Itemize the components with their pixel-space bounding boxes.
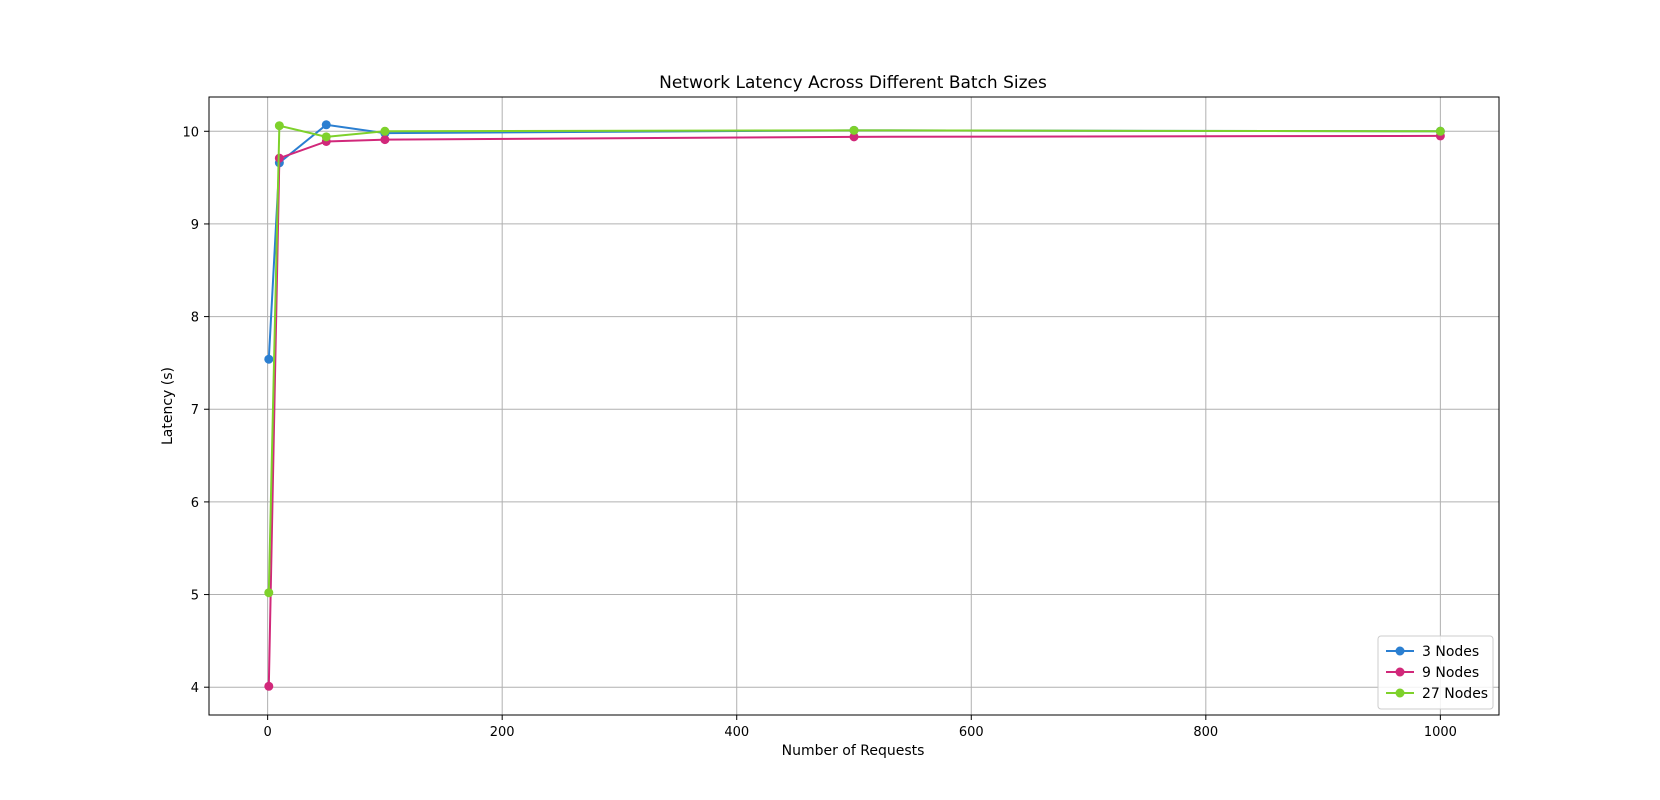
legend: 3 Nodes 9 Nodes 27 Nodes — [1377, 635, 1494, 710]
data-point — [321, 120, 331, 130]
data-point — [849, 132, 859, 142]
legend-swatch-marker — [1395, 688, 1405, 698]
data-point — [849, 125, 859, 135]
x-tick-label: 400 — [724, 725, 749, 740]
x-tick-label: 800 — [1193, 725, 1218, 740]
y-tick-label: 4 — [191, 681, 199, 696]
series-line — [267, 124, 1441, 593]
data-point — [264, 588, 274, 598]
y-tick-label: 9 — [191, 218, 199, 233]
legend-swatch-marker — [1395, 667, 1405, 677]
series-line — [267, 134, 1441, 687]
y-tick-label: 7 — [191, 403, 199, 418]
x-axis: 0 200 400 600 800 1000 — [263, 715, 1457, 740]
y-tick-label: 8 — [191, 311, 199, 326]
legend-entry: 9 Nodes — [1386, 665, 1479, 681]
data-point — [274, 121, 284, 131]
series-layer — [264, 120, 1445, 691]
data-point — [264, 681, 274, 691]
x-tick-label: 0 — [263, 725, 271, 740]
legend-entry: 3 Nodes — [1386, 644, 1479, 660]
legend-label: 3 Nodes — [1422, 644, 1479, 660]
y-tick-label: 5 — [191, 589, 199, 604]
x-tick-label: 1000 — [1424, 725, 1457, 740]
series-line — [267, 123, 1441, 360]
x-tick-label: 600 — [959, 725, 984, 740]
series-0 — [264, 120, 1445, 364]
data-point — [1435, 126, 1445, 136]
series-2 — [264, 121, 1445, 598]
x-tick-label: 200 — [490, 725, 515, 740]
legend-swatch-marker — [1395, 646, 1405, 656]
y-axis-label: Latency (s) — [160, 367, 176, 445]
legend-label: 9 Nodes — [1422, 665, 1479, 681]
y-tick-label: 6 — [191, 496, 199, 511]
legend-entry: 27 Nodes — [1386, 686, 1488, 702]
x-axis-label: Number of Requests — [782, 743, 925, 759]
y-tick-label: 10 — [182, 125, 199, 140]
chart-title: Network Latency Across Different Batch S… — [659, 73, 1047, 93]
legend-label: 27 Nodes — [1422, 686, 1488, 702]
data-point — [321, 132, 331, 142]
data-point — [264, 354, 274, 364]
grid — [209, 97, 1499, 715]
data-point — [380, 135, 390, 145]
series-1 — [264, 131, 1445, 691]
legend-box — [1377, 635, 1494, 710]
plot-frame — [208, 96, 1500, 716]
y-axis: 4 5 6 7 8 9 10 — [182, 125, 209, 696]
data-point — [380, 126, 390, 136]
